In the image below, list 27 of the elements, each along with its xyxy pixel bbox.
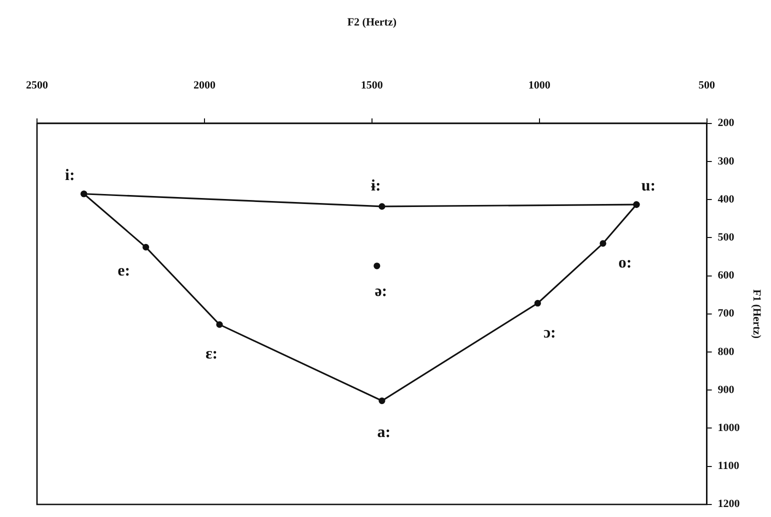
annotation: a: [377,424,391,441]
y-tick-label: 700 [718,308,735,320]
x-axis-title: F2 (Hertz) [347,16,397,28]
x-tick-label: 2000 [193,80,216,92]
x-tick-label: 1500 [360,80,384,92]
annotation: i: [64,167,75,184]
annotation: ɛ: [205,346,218,363]
annotation: ə: [374,283,388,300]
annotation: o: [618,254,632,272]
x-tick-label: 2500 [26,80,48,92]
y-tick-label: 800 [718,346,735,358]
y-tick-label: 200 [718,117,735,130]
y-tick-label: 400 [718,193,735,206]
y-tick-label: 900 [718,384,735,396]
annotation: e: [118,262,130,280]
annotation: ɔ: [543,324,556,342]
y-tick-label: 1100 [718,460,740,472]
x-tick-label: 1000 [528,80,551,92]
y-tick-label: 1000 [718,422,740,434]
annotation: ɨ: [371,178,381,195]
x-tick-label: 500 [698,80,716,92]
y-tick-label: 300 [718,155,735,168]
y-tick-label: 600 [718,270,735,282]
annotation: u: [641,178,656,195]
y-axis-title: F1 (Hertz) [750,289,763,339]
y-tick-label: 500 [718,232,735,244]
y-tick-label: 1200 [718,498,740,510]
